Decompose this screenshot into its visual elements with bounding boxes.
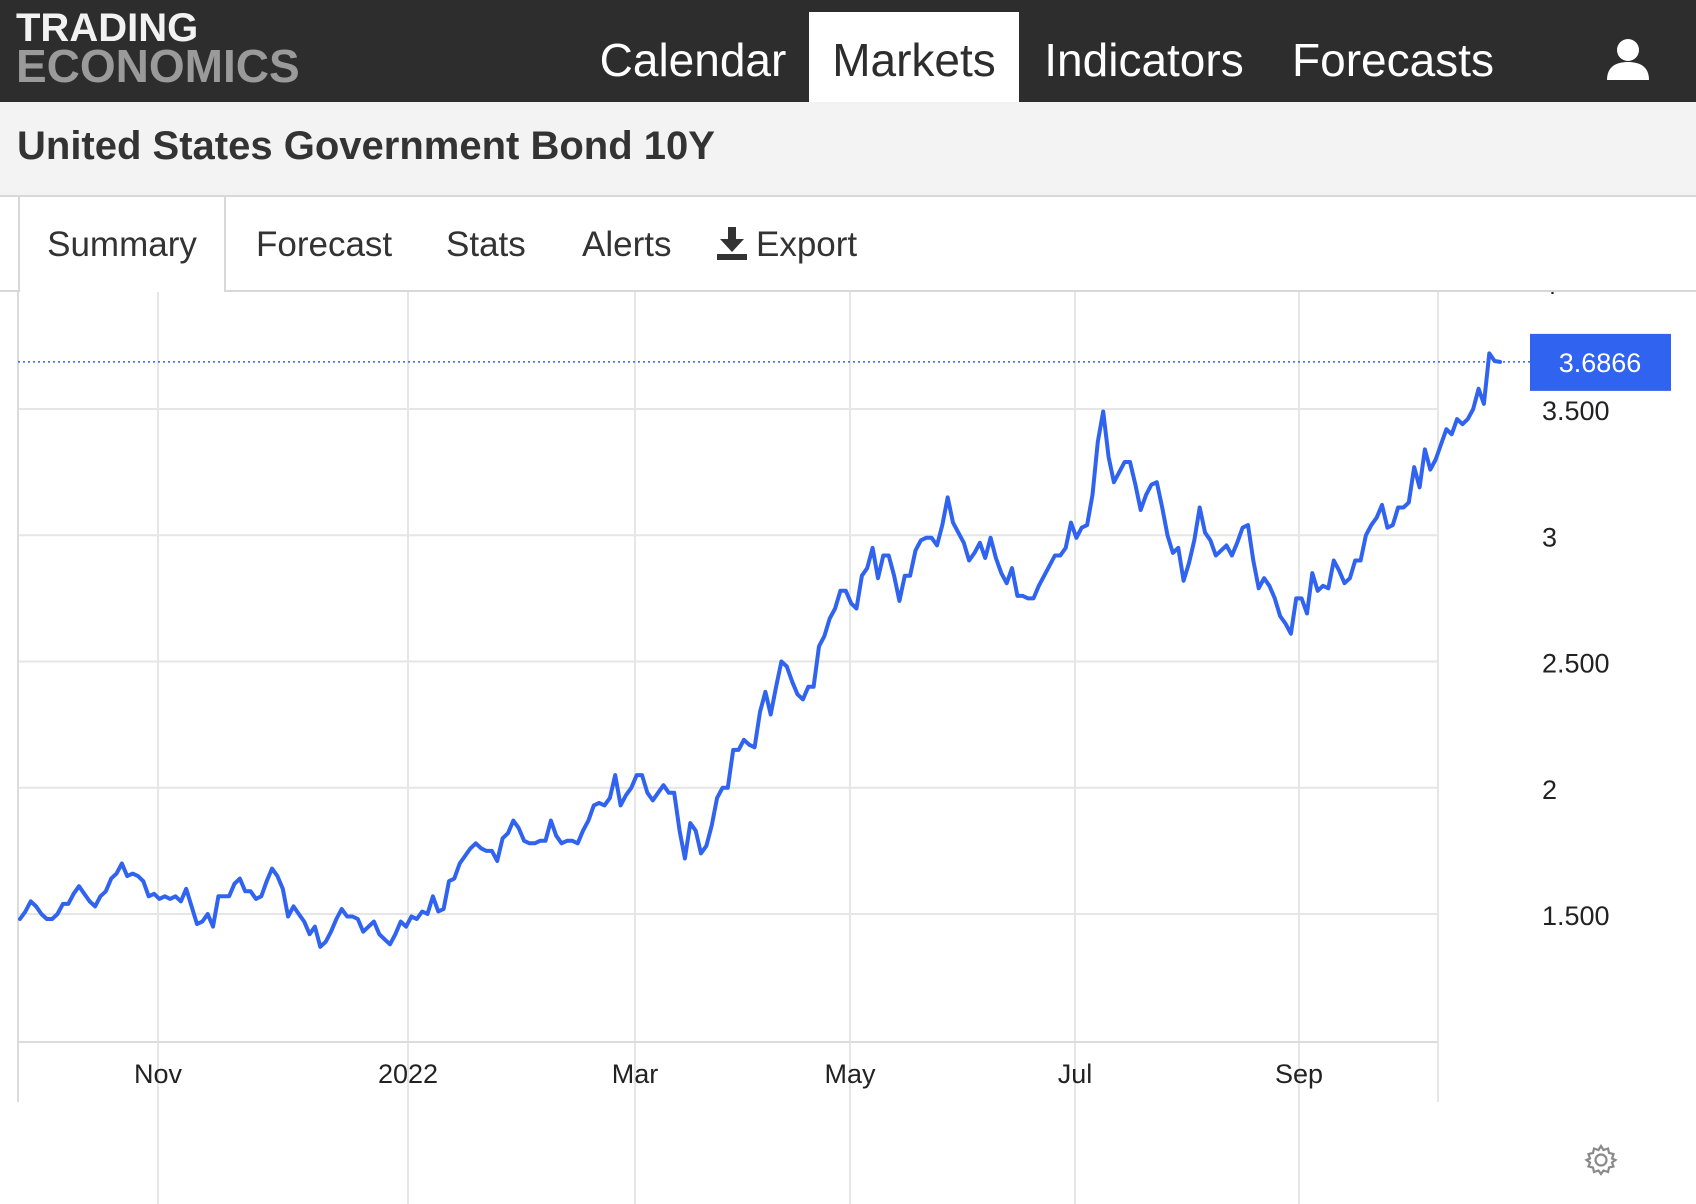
nav-item-forecasts[interactable]: Forecasts xyxy=(1292,34,1494,86)
user-icon[interactable] xyxy=(1605,36,1651,82)
tab-stats[interactable]: Stats xyxy=(446,225,526,264)
y-tick-label-4: 3.500 xyxy=(1542,396,1610,426)
x-tick-label-3: May xyxy=(824,1059,876,1089)
series-line xyxy=(18,351,1502,949)
x-tick-label-0: Nov xyxy=(134,1059,183,1089)
trading-economics-logo[interactable]: TRADING ECONOMICS xyxy=(16,6,300,92)
tab-export-label: Export xyxy=(756,225,858,264)
tab-export[interactable]: Export xyxy=(716,197,857,290)
top-navigation-bar: TRADING ECONOMICS Calendar Markets Indic… xyxy=(0,0,1696,102)
tabs-left-edge xyxy=(0,197,20,290)
y-tick-label-3: 3 xyxy=(1542,522,1557,552)
nav-item-markets[interactable]: Markets xyxy=(809,12,1019,102)
y-tick-label-2: 2.500 xyxy=(1542,649,1610,679)
last-value-label: 3.6866 xyxy=(1559,348,1642,378)
nav-item-calendar[interactable]: Calendar xyxy=(599,34,787,86)
nav-item-indicators[interactable]: Indicators xyxy=(1044,34,1244,86)
title-bar: United States Government Bond 10Y xyxy=(0,102,1696,197)
tab-summary[interactable]: Summary xyxy=(18,197,226,292)
logo-line-2: ECONOMICS xyxy=(16,39,300,92)
line-chart[interactable]: 1.500 2 2.500 3 3.500 4 Nov 2022 Mar May Jul Sep 3.6… xyxy=(0,292,1696,1204)
sub-tabs: Summary Forecast Stats Alerts Export xyxy=(0,197,1696,292)
x-tick-label-1: 2022 xyxy=(378,1059,438,1089)
bond-yield-chart[interactable]: 1.500 2 2.500 3 3.500 4 Nov 2022 Mar May Jul Sep 3.6… xyxy=(0,292,1696,1204)
page-title: United States Government Bond 10Y xyxy=(17,124,715,168)
tab-forecast[interactable]: Forecast xyxy=(256,225,393,264)
x-tick-label-2: Mar xyxy=(612,1059,659,1089)
tabs-divider xyxy=(0,290,1696,292)
gear-icon[interactable] xyxy=(1584,1143,1618,1177)
y-tick-label-5: 4 xyxy=(1542,292,1557,300)
download-icon xyxy=(717,226,747,260)
logo-line-1: TRADING xyxy=(16,6,199,50)
x-tick-label-5: Sep xyxy=(1275,1059,1323,1089)
x-tick-label-4: Jul xyxy=(1058,1059,1093,1089)
last-value-badge xyxy=(1530,333,1671,391)
tab-alerts[interactable]: Alerts xyxy=(582,225,672,264)
y-tick-label-0: 1.500 xyxy=(1542,901,1610,931)
y-tick-label-1: 2 xyxy=(1542,775,1557,805)
